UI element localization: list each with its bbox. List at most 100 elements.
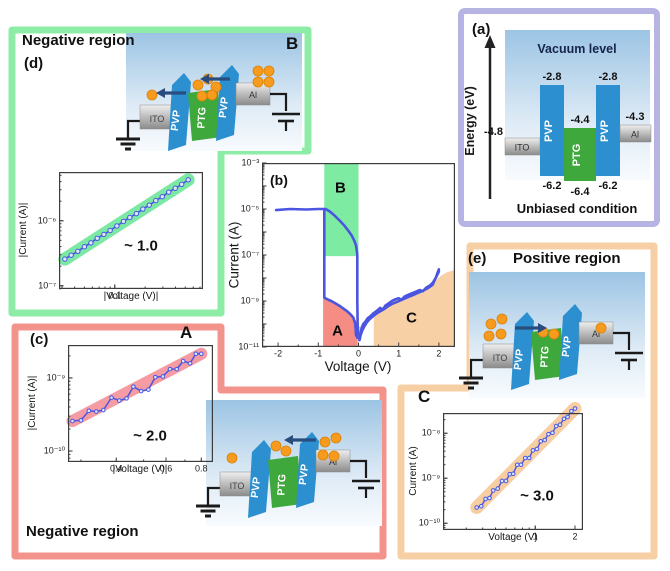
panel-e-label: (e) <box>468 250 487 267</box>
y-axis-title: |Current (A)| <box>27 375 38 431</box>
series-negative-high-state <box>274 207 360 336</box>
band-diagram: Vacuum level Energy (eV) ITO PVP PTG PVP… <box>463 30 652 216</box>
panel-c-caption: Negative region <box>26 523 139 540</box>
data-point <box>503 478 509 484</box>
data-point <box>114 223 120 229</box>
pvp-lumo-value: -2.8 <box>599 71 618 83</box>
battery-icon <box>352 479 380 498</box>
x-axis-title: Voltage (V) <box>488 532 538 543</box>
ito-label: ITO <box>150 114 165 124</box>
y-axis-title: |Current (A)| <box>18 202 29 258</box>
data-point <box>561 416 567 422</box>
pvp-layer-left <box>511 312 534 390</box>
data-point <box>187 360 193 366</box>
y-tick-label: 10⁻⁵ <box>240 203 260 214</box>
data-point <box>140 206 146 212</box>
pvp-label: PVP <box>297 463 311 485</box>
y-tick-label: 10⁻⁹ <box>421 472 441 483</box>
plot-b-svg <box>262 162 456 348</box>
data-point <box>538 439 544 444</box>
al-label: Al <box>631 130 639 140</box>
y-tick-label: 10⁻⁸ <box>421 427 441 438</box>
data-point <box>101 231 107 238</box>
x-tick-label: -1 <box>314 348 323 359</box>
ground-wire <box>206 486 222 506</box>
x-axis-title: |Voltage (V)| <box>103 291 159 302</box>
series-positive-return <box>358 270 441 341</box>
data-point <box>70 418 75 424</box>
panel-e-region-letter: C <box>418 387 431 406</box>
data-point <box>116 398 122 403</box>
ground-icon <box>196 504 220 518</box>
data-point <box>495 486 501 491</box>
battery-wire <box>613 331 631 350</box>
x-tick-label: 0.4 <box>109 463 123 474</box>
ground-icon <box>459 376 483 390</box>
data-point <box>546 431 551 437</box>
data-point <box>127 214 133 221</box>
plot-frame <box>443 413 584 531</box>
ptg-layer <box>188 89 222 141</box>
data-point <box>178 181 185 188</box>
data-point <box>483 496 488 502</box>
x-tick-label: 0.8 <box>195 463 208 474</box>
pvp-lumo-value: -2.8 <box>543 71 562 83</box>
panel-c-label: (c) <box>30 331 49 348</box>
data-point <box>474 505 479 510</box>
x-tick-label: 0 <box>355 348 362 359</box>
vacuum-level-label: Vacuum level <box>537 42 616 56</box>
data-point <box>499 478 505 484</box>
al-label: Al <box>329 457 337 467</box>
panel-b-label: (b) <box>270 172 288 188</box>
panel-d-caption: Negative region <box>22 32 135 49</box>
ito-electrode <box>482 343 518 369</box>
y-axis-title: Current (A) <box>408 446 419 496</box>
ptg-homo-value: -6.4 <box>571 186 591 198</box>
ground-wire <box>126 119 142 139</box>
data-point <box>153 197 159 204</box>
plot-e-svg <box>443 402 584 531</box>
data-point <box>193 351 199 357</box>
data-point <box>557 422 563 427</box>
region-label: C <box>406 309 417 327</box>
ito-electrode <box>219 471 255 497</box>
pvp-label: PVP <box>560 335 574 357</box>
data-point <box>138 388 144 394</box>
data-point <box>487 495 492 501</box>
panel-c-border <box>11 323 387 560</box>
panel-d-label: (d) <box>24 55 44 72</box>
slope-label: ~ 2.0 <box>133 427 167 445</box>
panel-a-label: (a) <box>472 21 491 38</box>
region-B <box>324 163 359 257</box>
y-tick-label: 10⁻¹¹ <box>238 341 260 352</box>
data-point <box>153 374 158 380</box>
energy-values: -2.8 -2.8 -4.4 -4.8 -4.3 -6.2 -6.4 -6.2 <box>484 71 644 198</box>
region-label: B <box>334 179 346 197</box>
y-tick-label: 10⁻⁷ <box>38 280 57 291</box>
data-point <box>553 423 559 429</box>
x-tick-label: 2 <box>572 531 578 542</box>
data-point <box>478 503 484 509</box>
charge-transfer-arrow <box>515 323 547 333</box>
ito-electrode <box>139 104 175 130</box>
x-axis-title: |Voltage (V)| <box>112 464 168 475</box>
data-point <box>107 227 113 234</box>
schematic-c: ITO PVP PTG PVP Al <box>196 400 382 526</box>
data-point <box>146 202 152 208</box>
plot-frame <box>68 345 214 463</box>
ito-workfunction-value: -4.8 <box>484 126 503 138</box>
pvp-label: PVP <box>512 348 526 370</box>
data-point <box>88 240 94 246</box>
data-point <box>542 437 548 443</box>
data-point <box>75 248 81 255</box>
ptg-layer <box>268 456 302 508</box>
data-point <box>569 408 574 414</box>
region-A <box>323 296 358 347</box>
y-tick-label: 10⁻⁹ <box>46 372 66 383</box>
panel-c-region-letter: A <box>180 323 193 342</box>
data-point <box>120 218 127 225</box>
ground-wire <box>469 358 485 378</box>
pvp-label: PVP <box>169 109 183 131</box>
data-point <box>124 396 129 401</box>
